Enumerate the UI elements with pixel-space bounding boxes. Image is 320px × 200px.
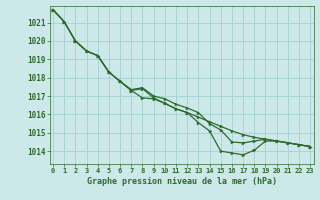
X-axis label: Graphe pression niveau de la mer (hPa): Graphe pression niveau de la mer (hPa) <box>87 177 276 186</box>
